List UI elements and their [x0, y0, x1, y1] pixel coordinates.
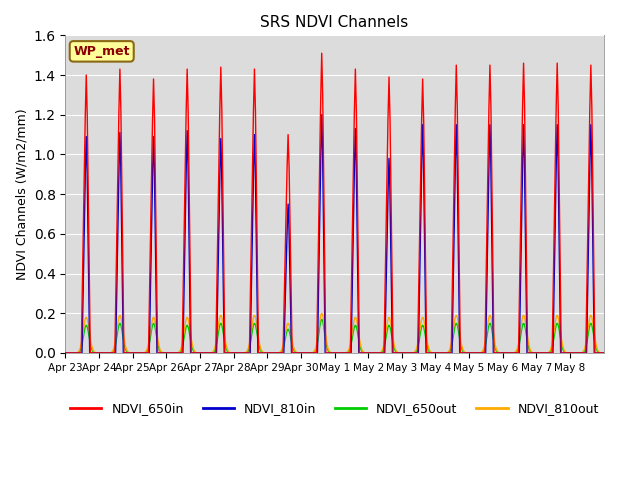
Text: WP_met: WP_met [74, 45, 130, 58]
Title: SRS NDVI Channels: SRS NDVI Channels [260, 15, 408, 30]
Y-axis label: NDVI Channels (W/m2/mm): NDVI Channels (W/m2/mm) [15, 108, 28, 280]
Legend: NDVI_650in, NDVI_810in, NDVI_650out, NDVI_810out: NDVI_650in, NDVI_810in, NDVI_650out, NDV… [65, 397, 604, 420]
